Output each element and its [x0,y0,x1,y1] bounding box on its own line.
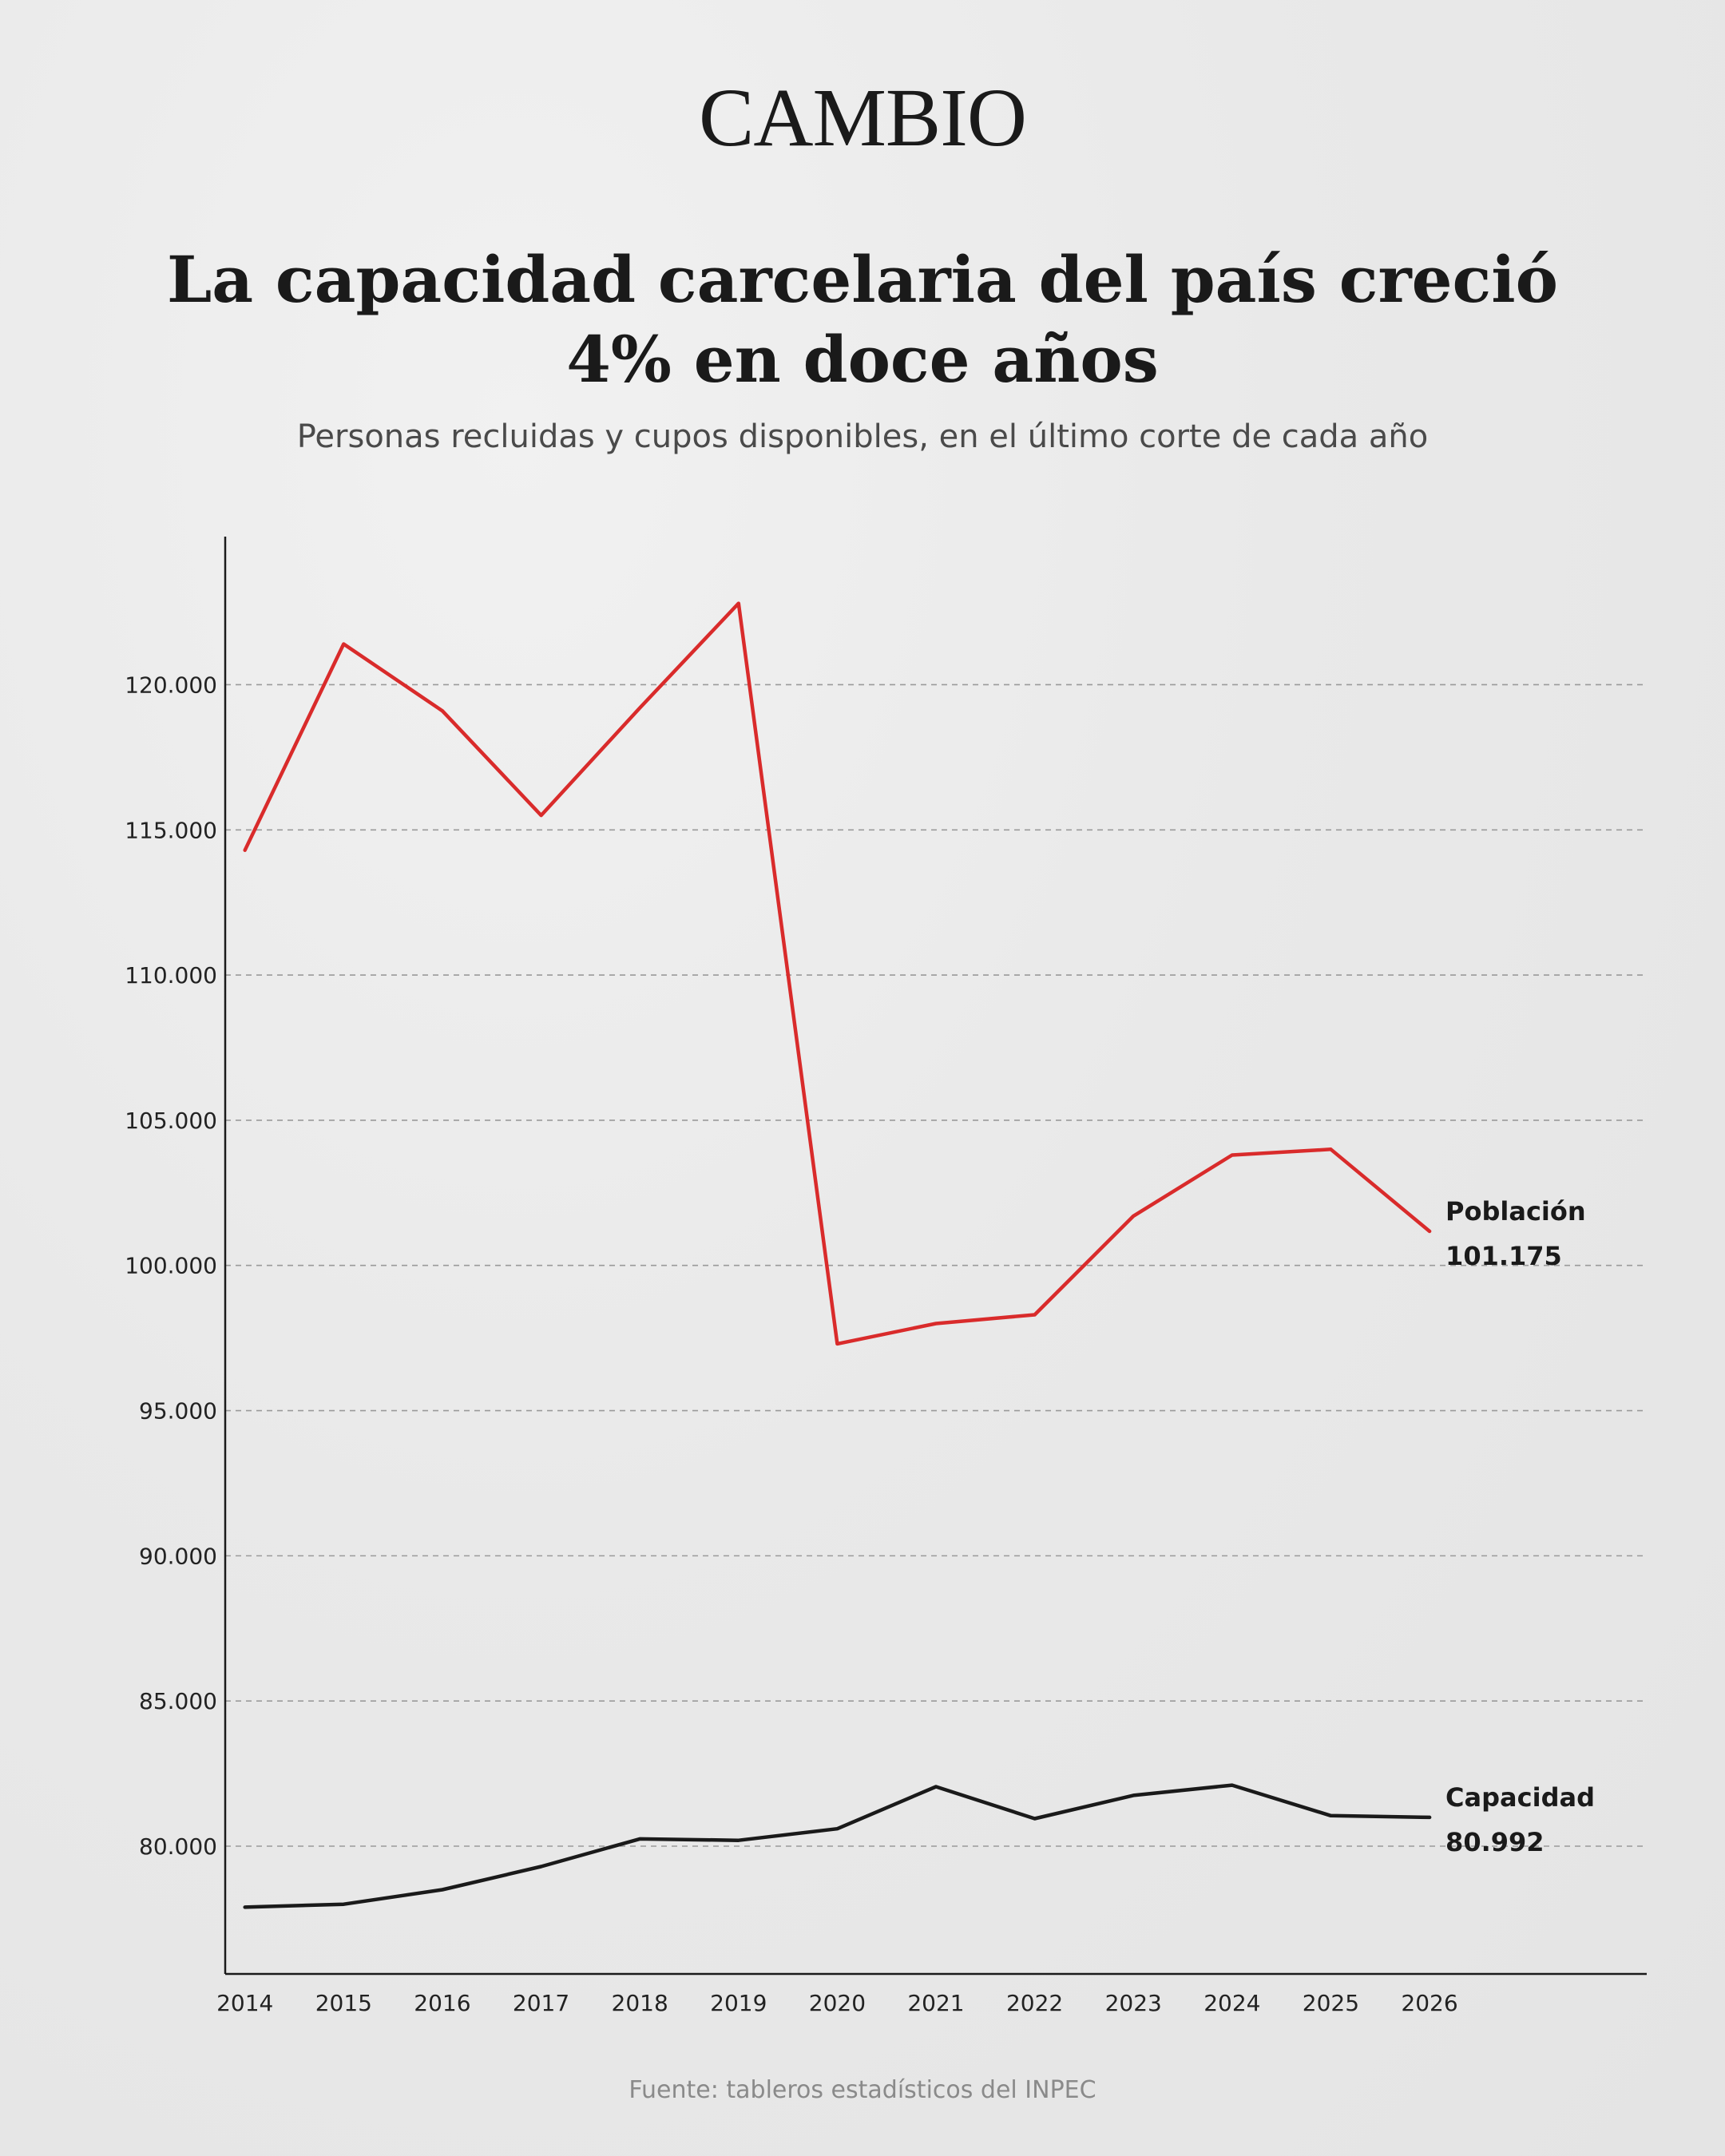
series-lines [243,601,1432,1909]
x-tick-label: 2018 [612,1990,668,2016]
x-tick-label: 2016 [414,1990,470,2016]
x-tick-label: 2022 [1006,1990,1063,2016]
y-tick-label: 100.000 [125,1253,217,1279]
y-tick-label: 115.000 [125,817,217,843]
chart-title: La capacidad carcelaria del país creció … [166,242,1559,397]
source-note: Fuente: tableros estadísticos del INPEC [629,2076,1096,2104]
series-value-label: 101.175 [1445,1241,1562,1271]
x-tick-label: 2025 [1303,1990,1359,2016]
x-tick-label: 2017 [513,1990,569,2016]
x-tick-label: 2023 [1105,1990,1162,2016]
x-tick-label: 2019 [710,1990,767,2016]
y-tick-label: 80.000 [139,1833,217,1860]
x-tick-label: 2026 [1401,1990,1457,2016]
x-tick-label: 2015 [315,1990,372,2016]
y-tick-label: 85.000 [139,1688,217,1714]
y-tick-label: 105.000 [125,1108,217,1134]
x-tick-label: 2014 [216,1990,273,2016]
y-tick-label: 90.000 [139,1543,217,1569]
series-name-label: Capacidad [1445,1782,1595,1813]
series-line-capacidad [243,1783,1432,1909]
y-tick-label: 120.000 [125,672,217,698]
gridlines [225,684,1647,1847]
y-tick-label: 95.000 [139,1398,217,1425]
axes [224,537,1647,1976]
series-line-poblacion [243,601,1432,1346]
series-end-labels: Población 101.175 Capacidad 80.992 [1445,1196,1595,1857]
x-tick-label: 2024 [1204,1990,1260,2016]
x-tick-label: 2020 [809,1990,866,2016]
series-value-label: 80.992 [1445,1827,1544,1857]
y-tick-label: 110.000 [125,962,217,989]
x-axis-tick-labels: 2014 2015 2016 2017 2018 2019 2020 2021 2022 2023… [216,1990,1458,2016]
cambio-logo: CAMBIO [698,72,1027,164]
chart-subtitle: Personas recluidas y cupos disponibles, … [296,418,1429,455]
y-axis-tick-labels: 80.000 85.000 90.000 95.000 100.000 105.000 11… [125,672,217,1860]
x-tick-label: 2021 [907,1990,964,2016]
series-name-label: Población [1445,1196,1586,1227]
